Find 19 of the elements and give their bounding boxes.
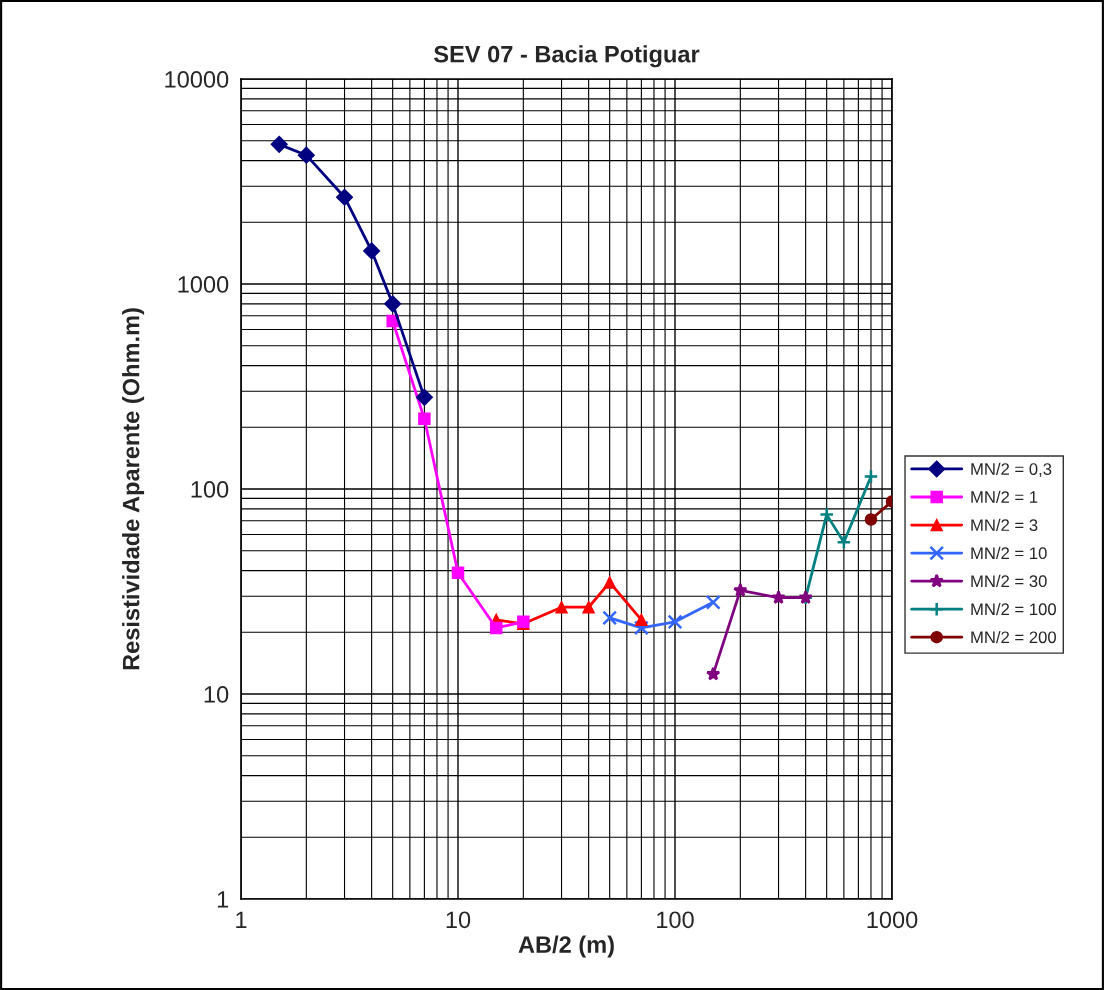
- x-axis-title: AB/2 (m): [518, 935, 614, 958]
- x-tick-label: 1000: [867, 911, 918, 929]
- y-tick-label: 1000: [178, 276, 229, 293]
- x-tick-label: 10: [446, 911, 471, 929]
- x-tick-label: 100: [657, 911, 694, 929]
- y-tick-label: 1: [217, 891, 229, 908]
- y-axis-title: Resistividade Aparente (Ohm.m): [122, 308, 145, 670]
- legend-label: MN/2 = 30: [971, 574, 1047, 588]
- x-tick-label: 1: [236, 911, 247, 928]
- legend-label: MN/2 = 3: [971, 518, 1038, 532]
- legend-label: MN/2 = 1: [971, 490, 1038, 503]
- y-tick-label: 100: [191, 481, 229, 498]
- y-tick-label: 10000: [165, 71, 229, 88]
- chart-title: SEV 07 - Bacia Potiguar: [434, 45, 700, 68]
- legend-label: MN/2 = 100: [971, 602, 1056, 616]
- legend-label: MN/2 = 200: [971, 630, 1056, 644]
- legend-label: MN/2 = 10: [971, 546, 1047, 560]
- y-tick-label: 10: [204, 686, 229, 703]
- legend-label: MN/2 = 0,3: [971, 462, 1052, 477]
